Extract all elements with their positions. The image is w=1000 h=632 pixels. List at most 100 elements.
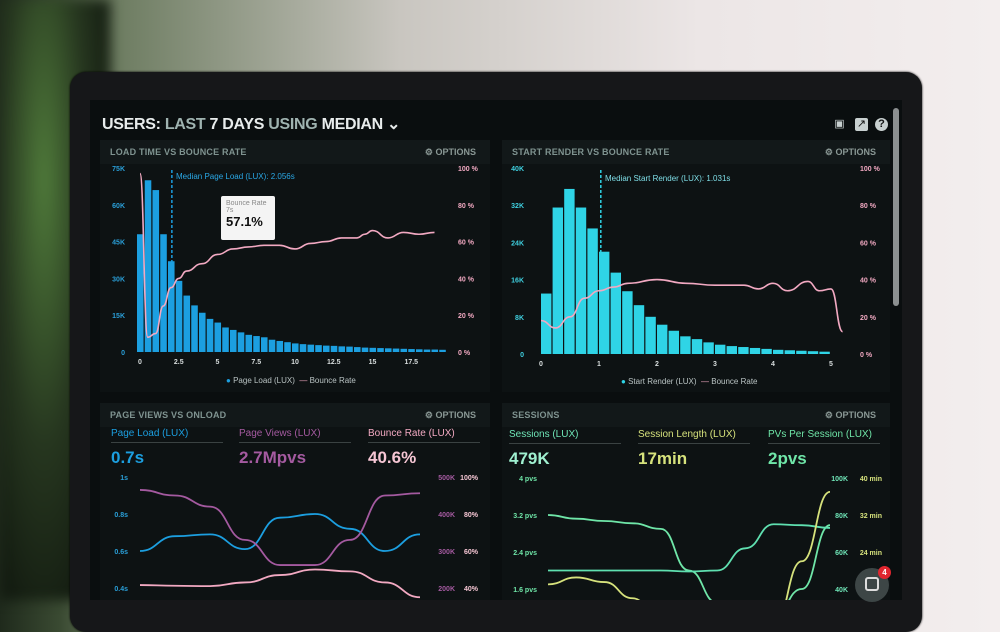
- histogram-bar: [657, 324, 668, 354]
- median-label: Median Start Render (LUX): 1.031s: [605, 174, 731, 183]
- y3-tick-label: 32 min: [860, 513, 882, 520]
- series-line: [139, 568, 421, 599]
- legend-item[interactable]: Bounce Rate: [309, 376, 356, 385]
- y-tick-label: 30K: [112, 276, 125, 283]
- x-tick-label: 15: [369, 359, 377, 366]
- histogram-bar: [292, 343, 299, 352]
- y-tick-label: 16K: [511, 278, 524, 285]
- y-tick-label: 40K: [511, 166, 524, 173]
- y2-tick-label: 500K: [438, 475, 455, 482]
- options-button[interactable]: ⚙ OPTIONS: [425, 410, 476, 421]
- histogram-bar: [191, 305, 198, 352]
- histogram-bar: [784, 350, 795, 354]
- panel-header: [502, 140, 890, 164]
- histogram-bar: [575, 207, 587, 354]
- series-line: [139, 489, 421, 566]
- legend-item[interactable]: Page Load (LUX): [233, 376, 295, 385]
- histogram-bar: [199, 312, 206, 352]
- legend-item[interactable]: Bounce Rate: [711, 377, 758, 386]
- y3-tick-label: 40%: [464, 586, 479, 593]
- stat-bounce-rate: Bounce Rate (LUX) 40.6%: [368, 428, 480, 468]
- y-tick-label: 24K: [511, 240, 524, 247]
- scrollbar[interactable]: [893, 108, 899, 306]
- x-tick-label: 4: [771, 361, 775, 368]
- stat-session-length: Session Length (LUX) 17min: [638, 429, 750, 469]
- options-button[interactable]: ⚙ OPTIONS: [825, 147, 876, 158]
- y3-tick-label: 40 min: [860, 476, 882, 483]
- legend: ● Start Render (LUX) — Bounce Rate: [621, 377, 758, 386]
- panel-title: LOAD TIME VS BOUNCE RATE: [110, 147, 247, 157]
- histogram-bar: [137, 234, 144, 352]
- x-tick-label: 12.5: [327, 359, 341, 366]
- histogram-bar: [819, 351, 830, 354]
- y-tick-label: 15K: [112, 313, 125, 320]
- stat-label: Page Views (LUX): [239, 428, 351, 443]
- options-label: OPTIONS: [835, 410, 876, 420]
- histogram-bar: [703, 342, 714, 354]
- panel-header: [502, 403, 890, 427]
- bounce-rate-line: [540, 278, 844, 333]
- histogram-bar: [796, 350, 807, 354]
- y-tick-label: 75K: [112, 166, 125, 173]
- legend-item[interactable]: Start Render (LUX): [628, 377, 697, 386]
- monitor-icon[interactable]: ▣: [834, 118, 845, 130]
- histogram-bar: [230, 329, 237, 352]
- histogram-bar: [392, 348, 400, 352]
- histogram-bar: [330, 345, 338, 352]
- histogram-bar: [323, 345, 330, 352]
- y2-tick-label: 80K: [835, 513, 848, 520]
- panel-page-views: PAGE VIEWS VS ONLOAD ⚙ OPTIONS: [100, 403, 490, 600]
- external-link-icon[interactable]: ↗: [855, 118, 868, 131]
- histogram-bar: [691, 339, 703, 354]
- gear-icon: ⚙: [824, 410, 836, 420]
- histogram-bar: [680, 336, 691, 354]
- histogram-bar: [253, 336, 260, 352]
- y2-tick-label: 40 %: [458, 276, 475, 283]
- histogram-bar: [307, 344, 315, 352]
- y2-tick-label: 300K: [438, 549, 455, 556]
- histogram-bar: [369, 347, 377, 352]
- gear-icon: ⚙: [424, 410, 436, 420]
- time-range-selector[interactable]: USERS: LAST 7 DAYS USING MEDIAN ⌄: [102, 114, 400, 134]
- histogram-bar: [761, 348, 772, 354]
- stat-label: Sessions (LUX): [509, 429, 621, 444]
- chat-icon: [865, 577, 879, 591]
- histogram-bar: [773, 349, 784, 354]
- histogram-bar: [633, 305, 645, 354]
- stat-label: PVs Per Session (LUX): [768, 429, 880, 444]
- title-last: LAST: [164, 116, 206, 133]
- chevron-down-icon[interactable]: ⌄: [387, 116, 401, 133]
- histogram-bar: [346, 346, 353, 352]
- y2-tick-label: 40K: [835, 587, 848, 594]
- histogram-bar: [622, 291, 633, 354]
- y3-tick-label: 80%: [464, 512, 479, 519]
- histogram-bar: [245, 334, 253, 352]
- options-button[interactable]: ⚙ OPTIONS: [425, 147, 476, 158]
- y-tick-label: 3.2 pvs: [513, 513, 537, 520]
- stat-value: 40.6%: [368, 448, 417, 467]
- y-tick-label: 45K: [112, 240, 125, 247]
- y-tick-label: 0: [520, 352, 524, 359]
- histogram-bar: [175, 280, 183, 352]
- help-icon[interactable]: ?: [875, 118, 888, 131]
- y2-tick-label: 60 %: [860, 240, 877, 247]
- x-tick-label: 10: [291, 359, 299, 366]
- y2-tick-label: 40 %: [860, 278, 877, 285]
- tooltip-value: 57.1%: [226, 214, 263, 229]
- panel-sessions: SESSIONS ⚙ OPTIONS: [502, 403, 890, 600]
- options-label: OPTIONS: [835, 147, 876, 157]
- y2-tick-label: 80 %: [458, 203, 475, 210]
- stat-value: 2pvs: [768, 449, 807, 468]
- legend-dot-icon: ●: [621, 377, 626, 386]
- histogram-bar: [749, 347, 761, 354]
- histogram-bar: [276, 340, 284, 352]
- y2-tick-label: 0 %: [860, 352, 873, 359]
- panel-title: PAGE VIEWS VS ONLOAD: [110, 410, 227, 420]
- y-tick-label: 4 pvs: [519, 476, 537, 483]
- options-button[interactable]: ⚙ OPTIONS: [825, 410, 876, 421]
- y-tick-label: 2.4 pvs: [513, 550, 537, 557]
- histogram-bar: [599, 251, 610, 354]
- histogram-bar: [610, 272, 621, 354]
- y-tick-label: 0.6s: [114, 549, 128, 556]
